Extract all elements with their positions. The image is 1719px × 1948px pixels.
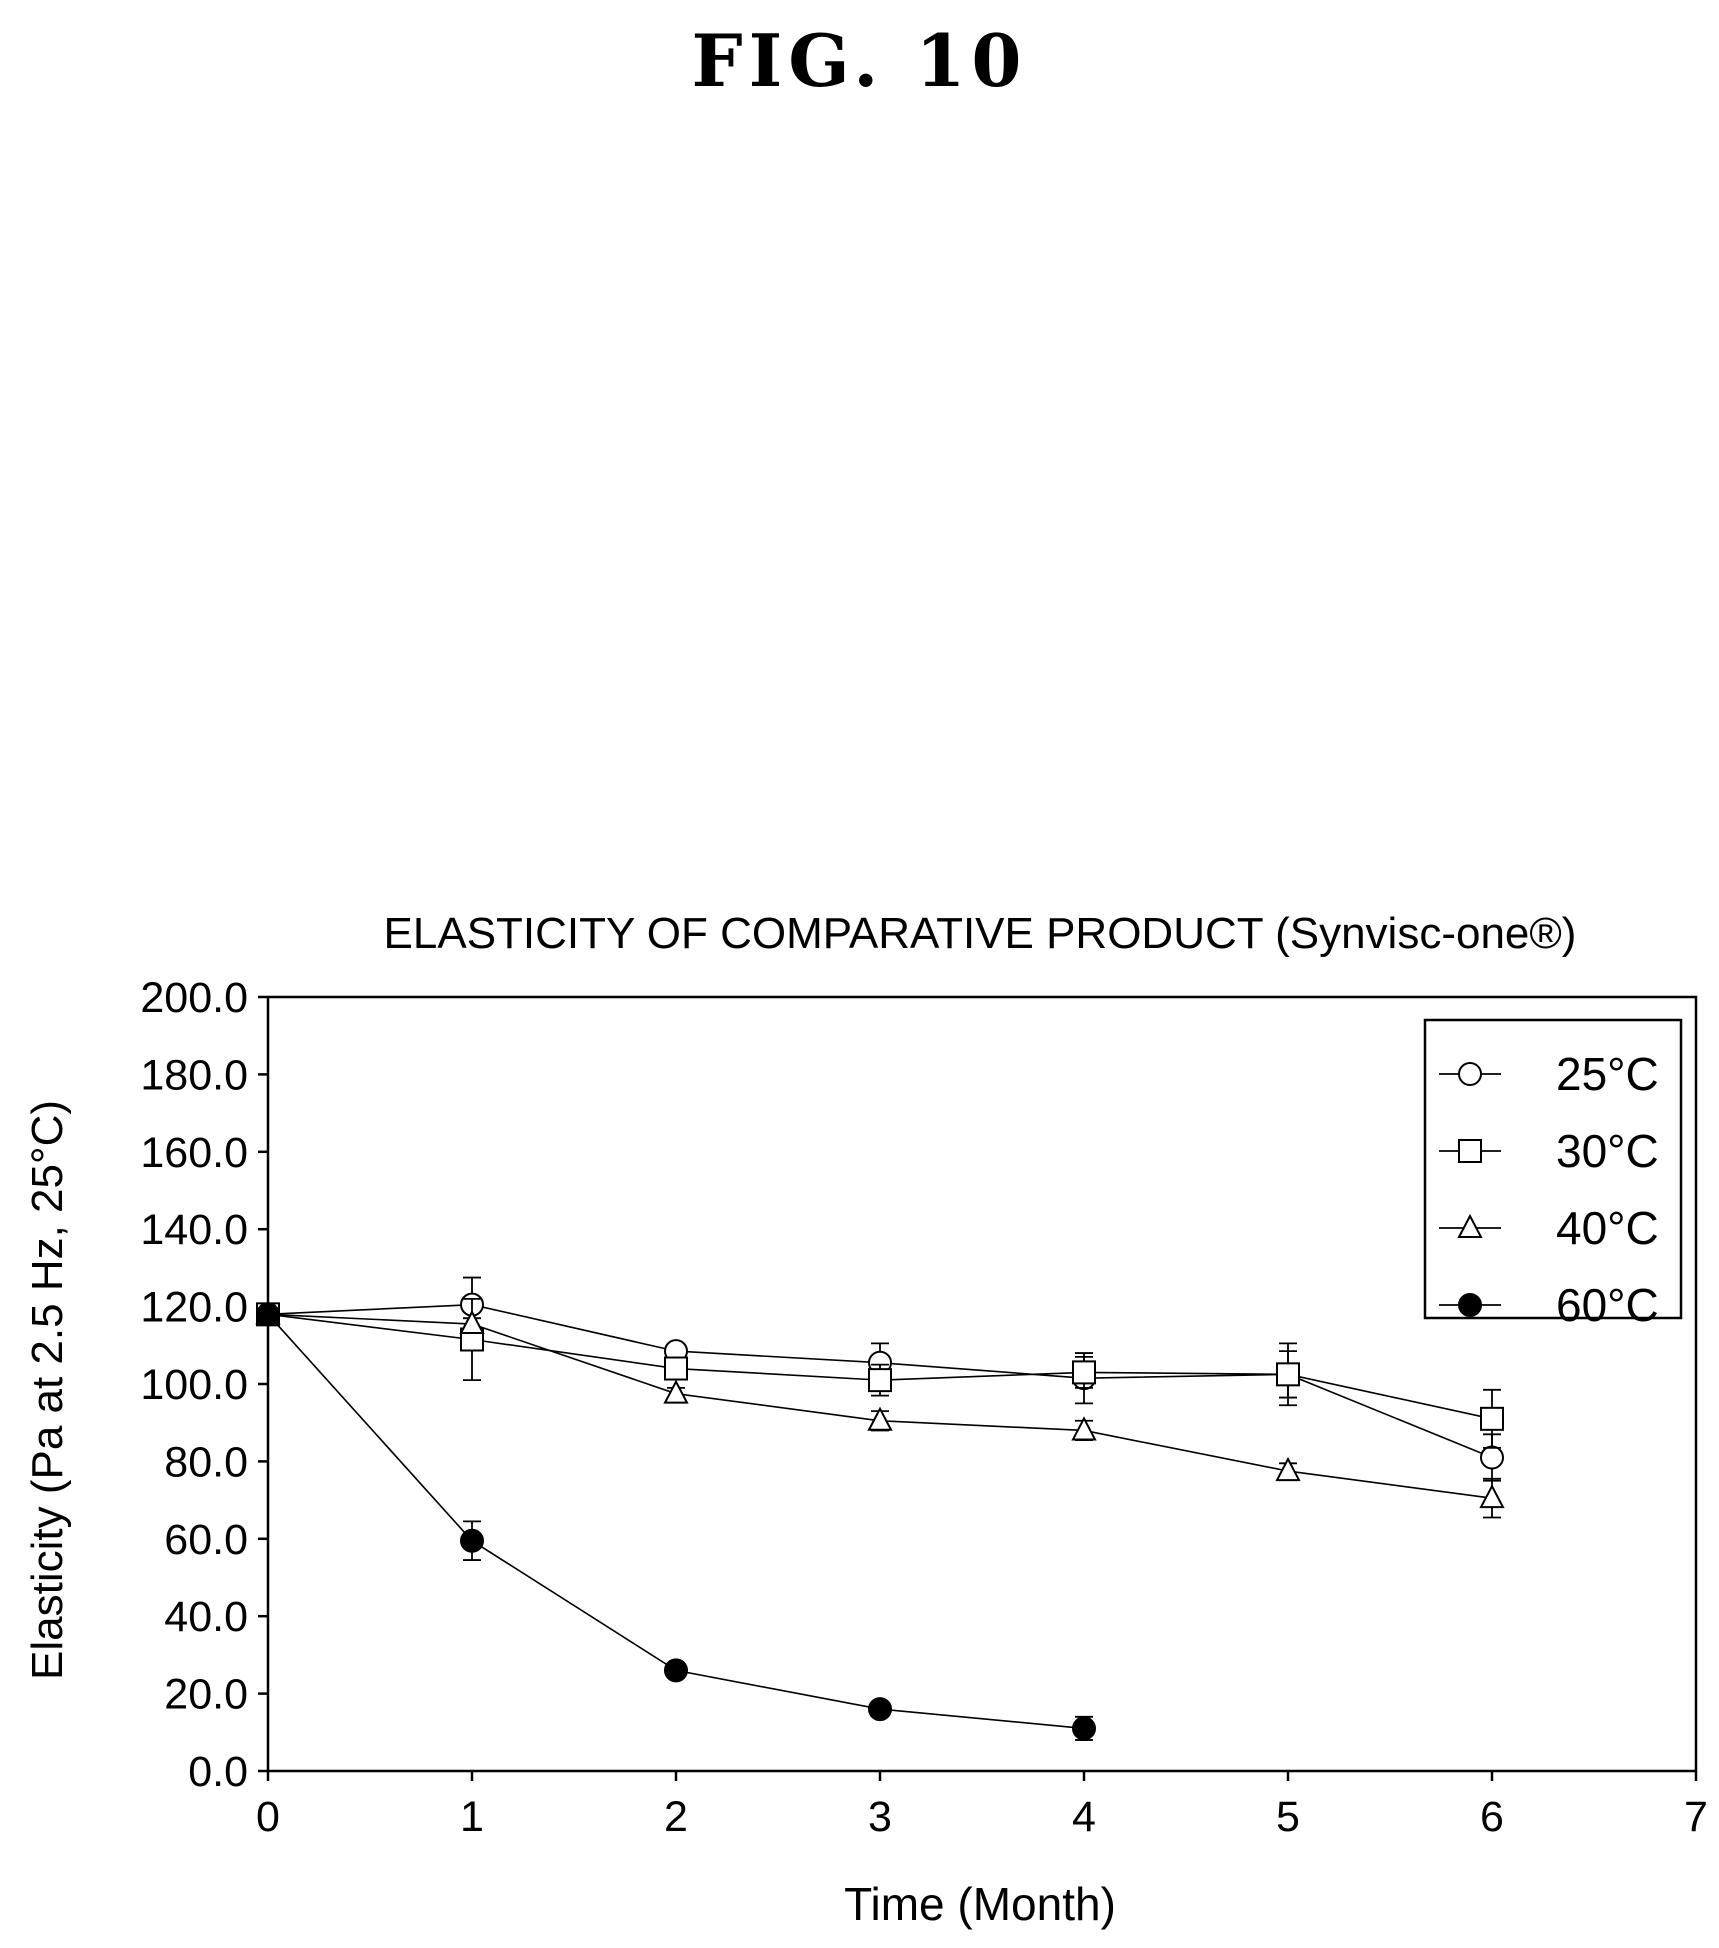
legend-marker bbox=[1458, 1062, 1482, 1086]
data-point bbox=[1276, 1362, 1300, 1387]
data-point bbox=[868, 1697, 892, 1722]
legend-label: 25°C bbox=[1556, 1048, 1659, 1100]
x-tick-label: 2 bbox=[664, 1793, 688, 1841]
data-point bbox=[460, 1528, 484, 1553]
legend-marker bbox=[1458, 1293, 1482, 1317]
data-point bbox=[867, 1406, 893, 1431]
x-tick-label: 7 bbox=[1684, 1793, 1708, 1841]
x-tick-label: 3 bbox=[868, 1793, 892, 1841]
x-tick-label: 5 bbox=[1276, 1793, 1300, 1841]
x-tick-label: 6 bbox=[1480, 1793, 1504, 1841]
y-tick-label: 80.0 bbox=[164, 1438, 248, 1486]
x-tick-label: 0 bbox=[256, 1793, 280, 1841]
y-tick-label: 40.0 bbox=[164, 1593, 248, 1641]
data-point bbox=[664, 1658, 688, 1683]
legend-marker bbox=[1457, 1213, 1483, 1238]
legend: 25°C 30°C 40°C 60°C bbox=[1423, 1018, 1683, 1331]
legend-label: 40°C bbox=[1556, 1202, 1659, 1254]
legend-label: 30°C bbox=[1556, 1125, 1659, 1177]
chart-title: ELASTICITY OF COMPARATIVE PRODUCT (Synvi… bbox=[384, 909, 1577, 958]
y-tick-label: 160.0 bbox=[140, 1129, 248, 1177]
y-tick-label: 100.0 bbox=[140, 1361, 248, 1409]
data-point bbox=[1072, 1716, 1096, 1741]
x-tick-label: 4 bbox=[1072, 1793, 1096, 1841]
y-tick-label: 20.0 bbox=[164, 1671, 248, 1719]
data-point bbox=[664, 1356, 688, 1381]
y-tick-label: 0.0 bbox=[188, 1748, 248, 1796]
data-point bbox=[1480, 1445, 1504, 1470]
legend-marker bbox=[1458, 1139, 1482, 1163]
series-3 bbox=[255, 1300, 1505, 1519]
series-group bbox=[255, 1276, 1505, 1741]
data-point bbox=[1275, 1456, 1301, 1482]
y-axis-label: Elasticity (Pa at 2.5 Hz, 25°C) bbox=[23, 1100, 72, 1680]
axes: 0.0 20.0 40.0 60.0 80.0 100.0 120.0 140.0 160.0 1… bbox=[140, 974, 1708, 1841]
data-point bbox=[663, 1379, 689, 1404]
data-point bbox=[1071, 1416, 1097, 1441]
legend-label: 60°C bbox=[1556, 1279, 1659, 1331]
data-point bbox=[1480, 1406, 1504, 1431]
series-4 bbox=[256, 1302, 1096, 1741]
y-tick-label: 200.0 bbox=[140, 974, 248, 1022]
y-tick-label: 180.0 bbox=[140, 1051, 248, 1099]
data-point bbox=[1072, 1360, 1096, 1385]
y-tick-label: 120.0 bbox=[140, 1284, 248, 1332]
data-point bbox=[256, 1302, 280, 1327]
series-line bbox=[267, 1313, 1493, 1499]
data-point bbox=[459, 1309, 485, 1335]
y-tick-label: 140.0 bbox=[140, 1206, 248, 1254]
data-point bbox=[868, 1368, 892, 1393]
data-point bbox=[1479, 1484, 1505, 1509]
y-tick-label: 60.0 bbox=[164, 1516, 248, 1564]
x-tick-label: 1 bbox=[460, 1793, 484, 1841]
x-axis-label: Time (Month) bbox=[844, 1878, 1116, 1930]
figure-label: FIG. 10 bbox=[691, 18, 1028, 103]
